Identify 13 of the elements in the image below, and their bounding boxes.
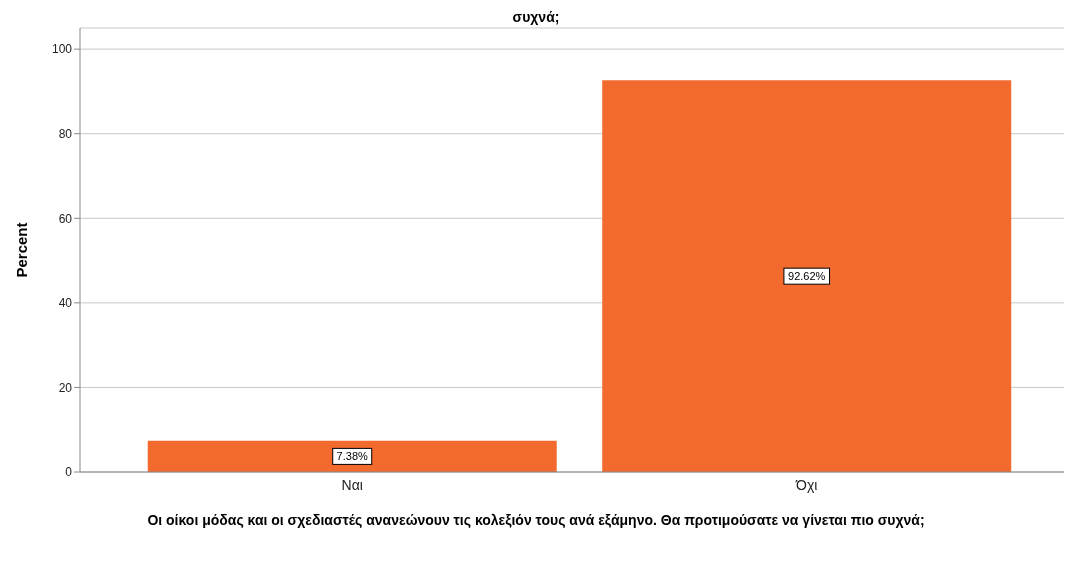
- data-label: 92.62%: [788, 270, 826, 283]
- y-tick-label: 20: [58, 380, 73, 395]
- x-axis-title: Οι οίκοι μόδας και οι σχεδιαστές ανανεώνουν τις κολεξιόν τους ανά εξάμηνο. Θα προτιμούσατε να γίνεται πιο συχνά;: [146, 512, 926, 528]
- data-label: 7.38%: [336, 450, 369, 463]
- y-axis-title: Percent: [13, 222, 31, 278]
- y-tick-label: 40: [58, 296, 73, 311]
- y-tick-label: 0: [65, 465, 73, 480]
- y-tick-label: 80: [58, 126, 73, 141]
- y-tick-label: 100: [51, 42, 73, 57]
- x-tick-label: Όχι: [795, 476, 818, 493]
- y-tick-label: 60: [58, 211, 73, 226]
- chart-title: συχνά;: [511, 8, 561, 26]
- x-tick-label: Ναι: [341, 476, 363, 493]
